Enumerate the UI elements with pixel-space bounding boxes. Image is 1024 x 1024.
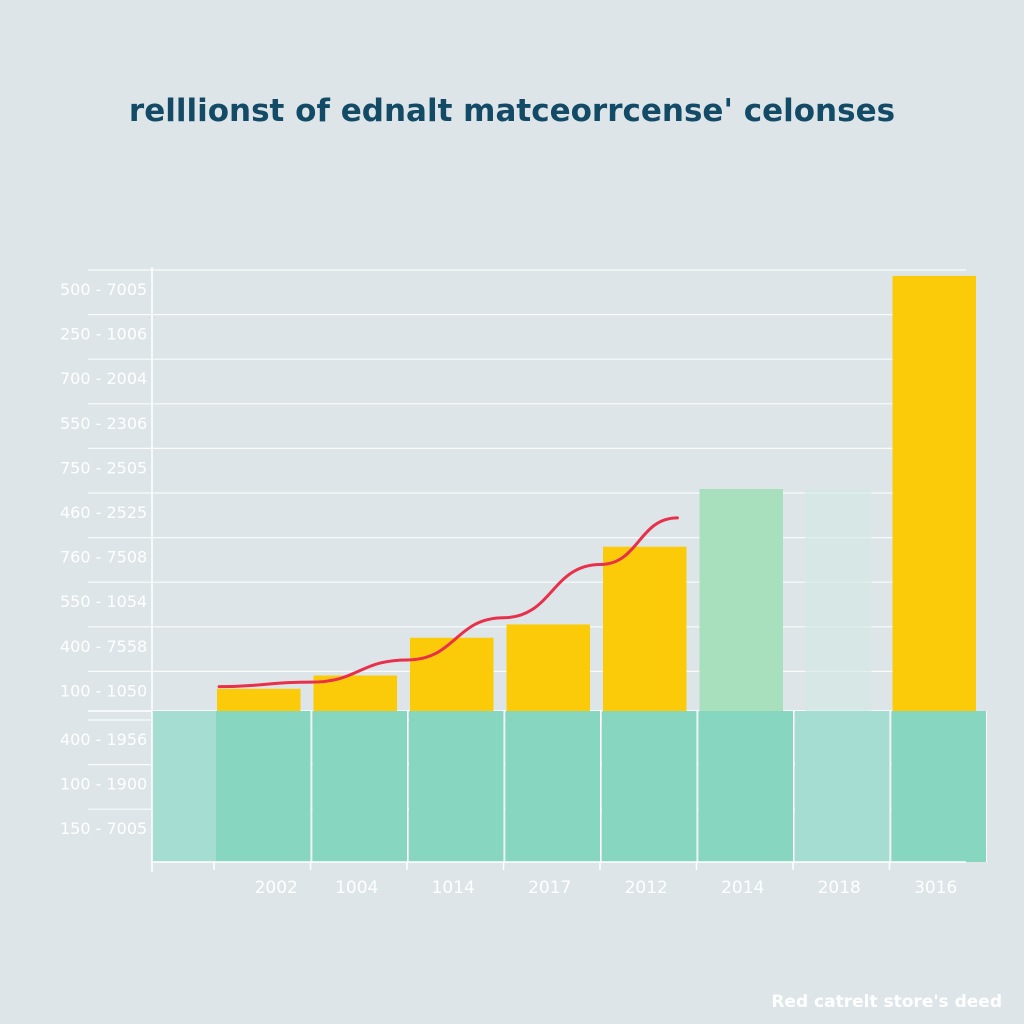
bar — [892, 275, 976, 711]
lower-bar — [602, 711, 697, 862]
lower-bar — [409, 711, 504, 862]
lower-bar — [698, 711, 793, 862]
trend-line — [217, 516, 679, 689]
x-tick-label: 2012 — [625, 878, 668, 898]
line-layer — [217, 516, 679, 689]
x-tick-label: 2014 — [721, 878, 764, 898]
x-tick-label: 3016 — [914, 878, 957, 898]
lower-band-left — [152, 711, 216, 862]
bar — [699, 489, 783, 711]
chart-footnote: Red catrelt store's deed — [771, 992, 1002, 1012]
chart-title: relllionst of ednalt matceorrcense' celo… — [129, 93, 895, 129]
y-tick-label: 100 - 1050 — [60, 681, 147, 700]
y-tick-label: 100 - 1900 — [60, 775, 147, 794]
bar — [217, 688, 301, 711]
lower-bar — [312, 711, 407, 862]
x-tick-label: 1004 — [335, 878, 378, 898]
y-tick-label: 400 - 1956 — [60, 730, 147, 749]
y-tick-label: 760 - 7508 — [60, 548, 147, 567]
y-tick-label: 500 - 7005 — [60, 280, 147, 299]
lower-bar — [216, 711, 311, 862]
y-tick-label: 750 - 2505 — [60, 458, 147, 477]
lower-bar — [505, 711, 600, 862]
x-tick-label: 1014 — [432, 878, 475, 898]
ghost-column — [805, 489, 872, 711]
x-tick-label: 2002 — [255, 878, 298, 898]
bar — [410, 637, 494, 711]
lower-bar — [795, 711, 890, 862]
y-tick-label: 550 - 1054 — [60, 592, 147, 611]
x-tick-label: 2018 — [818, 878, 861, 898]
lower-bar — [891, 711, 986, 862]
axis-layer — [151, 267, 966, 872]
y-tick-label: 550 - 2306 — [60, 414, 147, 433]
y-tick-label: 460 - 2525 — [60, 503, 147, 522]
label-layer: 500 - 7005 250 - 1006 700 - 2004 550 - 2306… — [60, 280, 957, 898]
y-tick-label: 400 - 7558 — [60, 637, 147, 656]
bar-layer — [152, 275, 986, 862]
y-tick-label: 250 - 1006 — [60, 325, 147, 344]
bar — [603, 546, 687, 711]
x-tick-label: 2017 — [528, 878, 571, 898]
y-tick-label: 700 - 2004 — [60, 369, 147, 388]
y-tick-label: 150 - 7005 — [60, 819, 147, 838]
bar — [506, 624, 590, 711]
